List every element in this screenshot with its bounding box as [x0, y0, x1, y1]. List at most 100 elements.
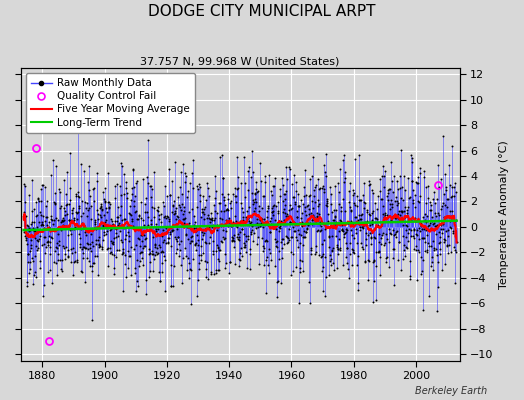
Point — [288, 204, 296, 211]
Point — [103, 223, 111, 229]
Point — [102, 231, 110, 238]
Point — [355, 216, 364, 222]
Point — [383, 212, 391, 218]
Point — [359, 220, 368, 227]
Point — [157, 218, 165, 225]
Point — [321, 254, 330, 260]
Point — [287, 234, 296, 240]
Point — [248, 148, 256, 154]
Point — [137, 214, 146, 221]
Point — [393, 202, 401, 208]
Point — [287, 249, 295, 256]
Point — [289, 194, 298, 200]
Point — [223, 206, 231, 212]
Point — [240, 244, 248, 250]
Point — [220, 236, 228, 242]
Point — [86, 245, 94, 251]
Point — [256, 217, 265, 224]
Point — [221, 202, 229, 208]
Point — [173, 226, 181, 232]
Point — [56, 189, 64, 196]
Point — [337, 226, 346, 232]
Point — [428, 218, 436, 224]
Point — [139, 243, 148, 250]
Point — [191, 241, 199, 247]
Point — [211, 214, 219, 221]
Point — [364, 231, 373, 238]
Point — [341, 208, 350, 214]
Point — [122, 185, 130, 192]
Point — [121, 236, 129, 242]
Point — [365, 211, 373, 217]
Point — [191, 242, 200, 248]
Point — [124, 228, 132, 235]
Point — [117, 217, 126, 223]
Point — [194, 237, 203, 244]
Point — [50, 199, 59, 205]
Point — [118, 246, 127, 252]
Point — [341, 230, 349, 236]
Point — [136, 257, 145, 264]
Point — [198, 229, 206, 235]
Point — [80, 224, 88, 230]
Point — [228, 223, 236, 229]
Point — [80, 244, 89, 250]
Point — [255, 208, 264, 215]
Point — [115, 246, 124, 253]
Point — [366, 180, 374, 187]
Point — [290, 172, 298, 178]
Point — [114, 222, 122, 228]
Point — [201, 226, 210, 232]
Point — [272, 278, 281, 285]
Point — [340, 234, 348, 241]
Y-axis label: Temperature Anomaly (°C): Temperature Anomaly (°C) — [499, 140, 509, 288]
Point — [406, 194, 414, 200]
Point — [410, 204, 419, 210]
Point — [422, 184, 430, 190]
Point — [399, 256, 407, 262]
Point — [134, 216, 142, 222]
Point — [190, 212, 198, 219]
Point — [433, 196, 442, 202]
Point — [107, 216, 116, 222]
Point — [285, 226, 293, 232]
Point — [112, 226, 120, 232]
Point — [83, 199, 91, 206]
Point — [343, 245, 352, 251]
Point — [205, 193, 213, 200]
Point — [90, 221, 99, 228]
Point — [216, 215, 224, 222]
Point — [204, 184, 212, 191]
Point — [304, 222, 312, 228]
Point — [63, 224, 71, 230]
Point — [330, 207, 339, 214]
Point — [357, 223, 366, 230]
Point — [241, 244, 249, 251]
Point — [127, 212, 135, 218]
Point — [39, 293, 47, 299]
Point — [134, 234, 142, 241]
Point — [433, 222, 441, 228]
Point — [80, 222, 88, 229]
Point — [200, 216, 209, 222]
Point — [438, 203, 446, 210]
Point — [419, 235, 427, 242]
Point — [198, 235, 206, 242]
Point — [110, 271, 118, 277]
Point — [242, 233, 250, 239]
Point — [347, 207, 355, 214]
Point — [195, 180, 204, 187]
Point — [391, 198, 399, 204]
Point — [417, 271, 425, 278]
Point — [169, 227, 178, 233]
Point — [234, 185, 242, 191]
Point — [183, 223, 192, 230]
Point — [105, 222, 114, 229]
Point — [21, 183, 29, 190]
Point — [413, 226, 421, 233]
Point — [54, 256, 62, 263]
Point — [410, 235, 419, 242]
Point — [443, 196, 452, 202]
Point — [367, 233, 375, 240]
Point — [255, 203, 264, 210]
